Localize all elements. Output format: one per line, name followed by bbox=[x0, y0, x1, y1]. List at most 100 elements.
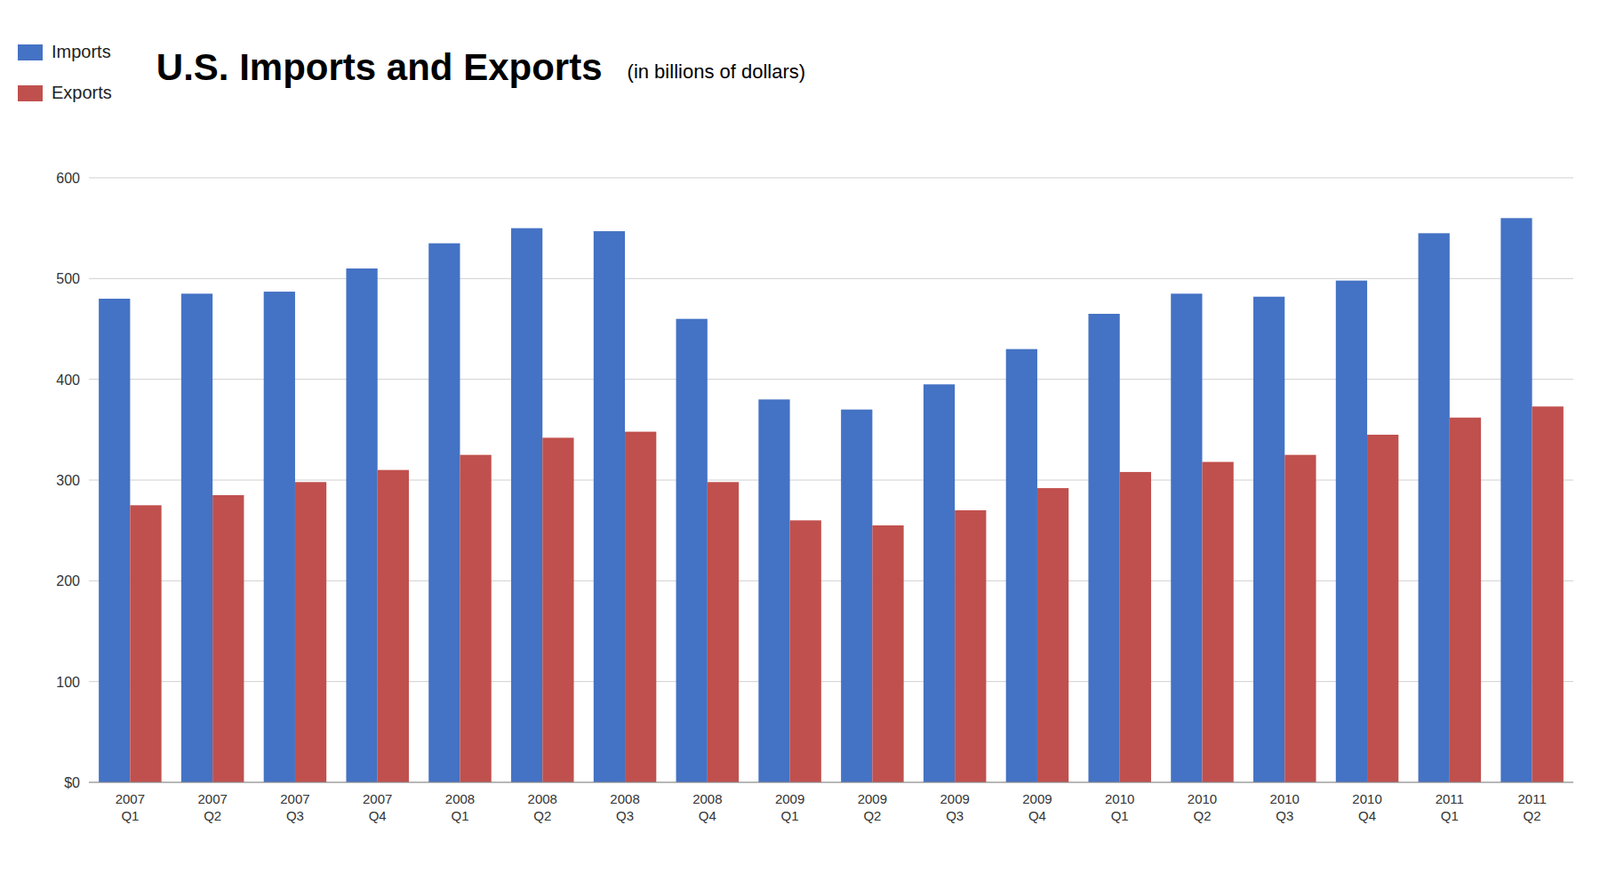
x-axis: 2007Q12007Q22007Q32007Q42008Q12008Q22008… bbox=[88, 782, 1574, 824]
y-tick-label: 200 bbox=[56, 573, 80, 589]
bar bbox=[98, 298, 130, 783]
x-tick-label: 2011Q2 bbox=[1517, 791, 1546, 824]
x-tick-label-line: Q2 bbox=[533, 808, 552, 824]
x-tick-label-line: Q1 bbox=[1440, 808, 1459, 824]
bar bbox=[1532, 406, 1564, 783]
bar bbox=[1202, 462, 1234, 783]
bar bbox=[1253, 296, 1285, 783]
y-tick-label: $0 bbox=[64, 775, 80, 791]
x-tick-label-line: 2009 bbox=[857, 791, 888, 807]
bar bbox=[1449, 417, 1481, 783]
x-tick-label-line: Q3 bbox=[1275, 808, 1294, 824]
x-axis-line bbox=[88, 782, 1574, 784]
y-tick-label: 500 bbox=[56, 271, 80, 287]
x-tick-label-line: 2008 bbox=[692, 791, 722, 807]
bar bbox=[872, 525, 904, 783]
x-tick-label-line: Q4 bbox=[1028, 808, 1047, 824]
x-tick-label-line: Q1 bbox=[450, 808, 469, 824]
background bbox=[0, 0, 1600, 889]
chart-container: ImportsExports U.S. Imports and Exports (i… bbox=[0, 0, 1600, 889]
x-tick-label: 2008Q3 bbox=[609, 791, 640, 824]
bar bbox=[1336, 280, 1368, 783]
x-tick-label: 2008Q1 bbox=[445, 791, 475, 824]
y-tick-label: 300 bbox=[56, 472, 80, 488]
x-tick-label-line: 2011 bbox=[1435, 791, 1464, 807]
x-tick-label-line: Q4 bbox=[368, 808, 387, 824]
legend-label: Exports bbox=[51, 82, 112, 103]
bar bbox=[1037, 488, 1069, 783]
x-tick-label-line: 2007 bbox=[115, 791, 145, 807]
bar bbox=[790, 520, 822, 783]
x-tick-label: 2008Q2 bbox=[528, 791, 558, 824]
bar bbox=[377, 470, 409, 783]
x-tick-label-line: 2011 bbox=[1517, 791, 1546, 807]
x-tick-label: 2010Q4 bbox=[1352, 791, 1382, 824]
bar bbox=[1500, 217, 1532, 783]
bars bbox=[98, 217, 1564, 783]
x-tick-label-line: Q1 bbox=[1111, 808, 1129, 824]
x-tick-label-line: Q2 bbox=[1523, 808, 1542, 824]
x-tick-label: 2007Q1 bbox=[115, 791, 145, 824]
x-tick-label-line: 2010 bbox=[1270, 791, 1300, 807]
chart: ImportsExports U.S. Imports and Exports (i… bbox=[0, 0, 1600, 889]
x-tick-label: 2010Q2 bbox=[1187, 791, 1217, 824]
y-tick-label: 100 bbox=[56, 674, 80, 690]
x-tick-label: 2008Q4 bbox=[692, 791, 722, 824]
bar bbox=[1367, 434, 1399, 783]
x-tick-label-line: 2010 bbox=[1187, 791, 1217, 807]
y-axis: $0100200300400500600 bbox=[56, 170, 1574, 791]
bar bbox=[542, 437, 574, 783]
bar bbox=[460, 455, 492, 783]
bar bbox=[593, 231, 625, 783]
grid-line bbox=[88, 278, 1574, 280]
x-tick-label: 2009Q3 bbox=[939, 791, 969, 824]
x-tick-label: 2010Q1 bbox=[1104, 791, 1135, 824]
x-tick-label-line: 2007 bbox=[362, 791, 392, 807]
title: U.S. Imports and Exports bbox=[156, 46, 603, 88]
bar bbox=[707, 481, 739, 783]
x-tick-label: 2009Q2 bbox=[857, 791, 888, 824]
x-tick-label-line: 2009 bbox=[775, 791, 805, 807]
x-tick-label-line: Q1 bbox=[120, 808, 139, 824]
bar bbox=[428, 243, 460, 783]
y-tick-label: 600 bbox=[56, 170, 80, 186]
x-tick-label-line: 2010 bbox=[1352, 791, 1382, 807]
x-tick-label-line: 2007 bbox=[280, 791, 310, 807]
bar bbox=[264, 291, 296, 783]
x-tick-label: 2010Q3 bbox=[1270, 791, 1300, 824]
bar bbox=[758, 399, 790, 783]
subtitle: (in billions of dollars) bbox=[627, 60, 807, 83]
x-tick-label-line: 2009 bbox=[939, 791, 969, 807]
bar bbox=[129, 504, 161, 783]
x-tick-label-line: 2010 bbox=[1104, 791, 1135, 807]
x-tick-label-line: Q2 bbox=[1192, 808, 1211, 824]
legend: ImportsExports bbox=[17, 41, 112, 103]
legend-swatch bbox=[17, 85, 43, 102]
bar bbox=[923, 384, 955, 783]
x-tick-label-line: 2008 bbox=[528, 791, 558, 807]
x-tick-label: 2007Q4 bbox=[362, 791, 392, 824]
x-tick-label: 2007Q2 bbox=[197, 791, 227, 824]
x-tick-label-line: Q1 bbox=[781, 808, 800, 824]
x-tick-label: 2009Q4 bbox=[1022, 791, 1052, 824]
x-tick-label: 2007Q3 bbox=[280, 791, 310, 824]
bar bbox=[1170, 293, 1202, 783]
x-tick-label-line: Q3 bbox=[945, 808, 964, 824]
legend-swatch bbox=[17, 44, 43, 61]
x-tick-label: 2009Q1 bbox=[775, 791, 805, 824]
x-tick-label-line: Q4 bbox=[1358, 808, 1376, 824]
bar bbox=[181, 293, 213, 783]
bar bbox=[624, 432, 656, 783]
bar bbox=[295, 481, 327, 783]
bar bbox=[676, 319, 708, 783]
bar bbox=[840, 409, 872, 783]
x-tick-label-line: Q3 bbox=[286, 808, 304, 824]
bar bbox=[511, 228, 543, 783]
x-tick-label-line: 2007 bbox=[197, 791, 227, 807]
x-tick-label: 2011Q1 bbox=[1435, 791, 1464, 824]
x-tick-label-line: 2009 bbox=[1022, 791, 1052, 807]
grid-line bbox=[88, 177, 1574, 179]
bar bbox=[1120, 472, 1152, 783]
x-tick-label-line: Q3 bbox=[616, 808, 634, 824]
x-tick-label-line: 2008 bbox=[609, 791, 640, 807]
